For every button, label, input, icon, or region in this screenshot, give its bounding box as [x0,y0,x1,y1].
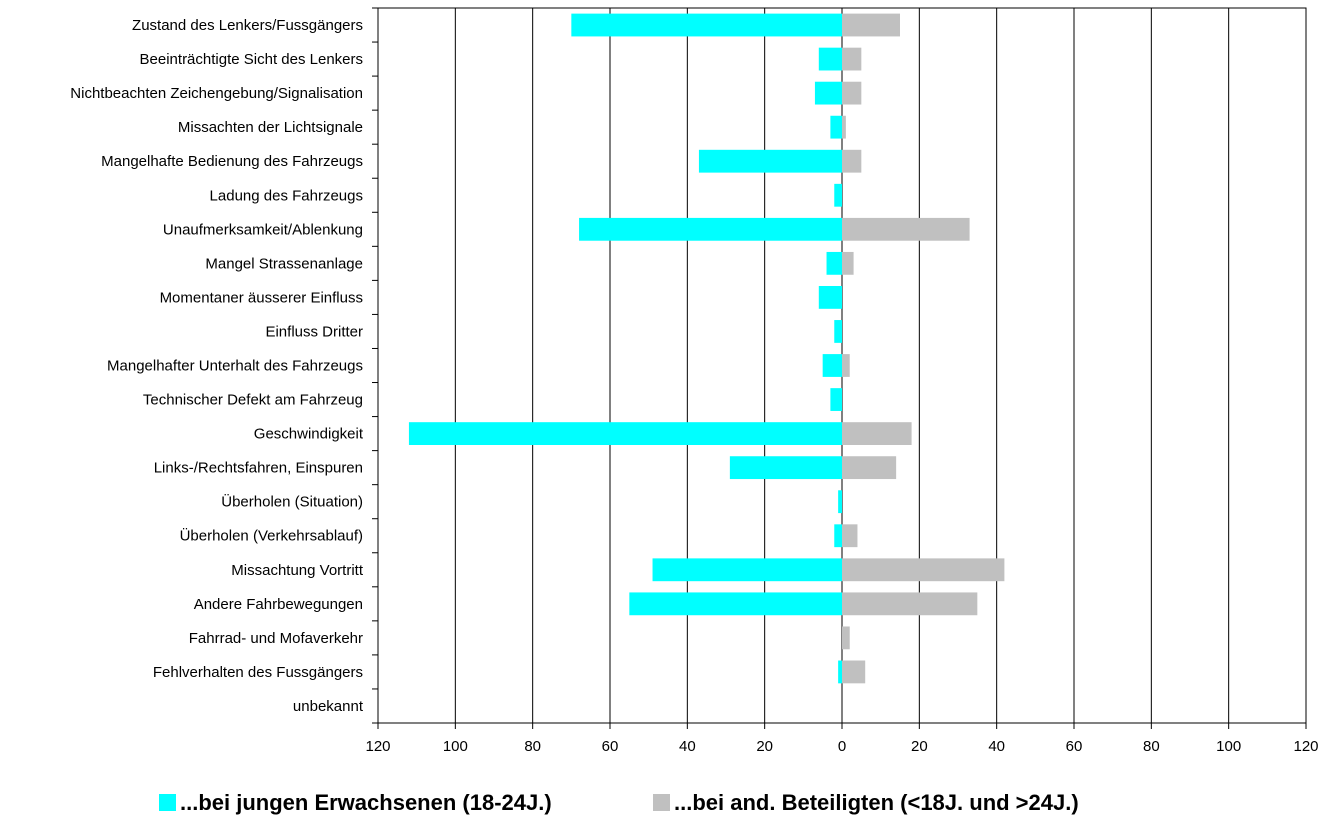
category-label: Beeinträchtigte Sicht des Lenkers [140,51,363,68]
category-label: Fahrrad- und Mofaverkehr [189,630,363,647]
bar-young-adults [822,354,842,377]
x-tick-label: 0 [838,738,846,755]
bar-young-adults [826,251,842,275]
x-tick-label: 80 [1143,738,1160,755]
category-label: Zustand des Lenkers/Fussgängers [132,17,363,34]
bar-young-adults [834,524,842,548]
category-label: Technischer Defekt am Fahrzeug [143,392,363,409]
category-label: Fehlverhalten des Fussgängers [153,664,363,681]
x-tick-label: 60 [1066,738,1083,755]
category-label: Ladung des Fahrzeugs [210,187,363,204]
category-label: Einfluss Dritter [265,323,363,340]
bars [408,13,1005,684]
category-label: Missachten der Lichtsignale [178,119,363,136]
x-tick-label: 40 [988,738,1005,755]
x-tick-label: 20 [911,738,928,755]
bar-other-participants [842,558,1005,582]
legend-swatch-other-participants [653,794,670,811]
bar-other-participants [842,47,862,71]
category-label: Links-/Rechtsfahren, Einspuren [154,460,363,477]
bar-young-adults [834,320,842,343]
legend-label-other-participants: ...bei and. Beteiligten (<18J. und >24J.… [674,790,1079,815]
category-label: Mangelhafte Bedienung des Fahrzeugs [101,153,363,170]
bar-young-adults [652,558,842,582]
bar-young-adults [729,456,842,480]
x-tick-label: 40 [679,738,696,755]
category-label: Missachtung Vortritt [231,562,364,579]
x-tick-label: 80 [524,738,541,755]
x-tick-label: 100 [443,738,468,755]
legend-swatch-young-adults [159,794,176,811]
category-label: Überholen (Verkehrsablauf) [180,527,363,545]
bar-young-adults [838,660,842,684]
category-label: Nichtbeachten Zeichengebung/Signalisatio… [70,85,363,102]
category-label: Überholen (Situation) [221,493,363,511]
legend: ...bei jungen Erwachsenen (18-24J.) ...b… [159,790,1079,815]
category-label: Mangelhafter Unterhalt des Fahrzeugs [107,358,363,375]
bar-other-participants [842,592,978,616]
x-tick-label: 60 [602,738,619,755]
bar-other-participants [842,149,862,173]
bar-young-adults [818,285,842,309]
bar-other-participants [842,13,900,37]
bar-other-participants [842,251,854,275]
category-label: Mangel Strassenanlage [205,255,363,272]
bar-other-participants [842,626,850,650]
bar-young-adults [629,592,842,616]
bar-other-participants [842,354,850,377]
bar-young-adults [834,183,842,207]
axes [372,7,1307,729]
category-label: Andere Fahrbewegungen [194,596,363,613]
bar-young-adults [814,81,842,105]
bar-young-adults [830,388,842,411]
category-label: Unaufmerksamkeit/Ablenkung [163,221,363,238]
bar-other-participants [842,524,858,548]
bar-young-adults [830,115,842,139]
x-tick-label: 100 [1216,738,1241,755]
category-label: Momentaner äusserer Einfluss [160,289,363,306]
category-label: unbekannt [293,698,364,715]
tick-labels: 120 100 80 60 40 20 0 20 40 60 80 100 120 [365,738,1318,755]
bar-young-adults [579,217,842,241]
bar-other-participants [842,422,912,446]
bar-other-participants [842,456,897,480]
bar-young-adults [838,490,842,514]
bar-young-adults [698,149,842,173]
bar-young-adults [408,422,842,446]
x-tick-label: 120 [1293,738,1318,755]
legend-label-young-adults: ...bei jungen Erwachsenen (18-24J.) [180,790,552,815]
bar-other-participants [842,115,846,139]
category-labels: Zustand des Lenkers/Fussgängers Beeinträc… [70,17,364,715]
x-tick-label: 20 [756,738,773,755]
bar-young-adults [571,13,842,37]
x-tick-label: 120 [365,738,390,755]
category-label: Geschwindigkeit [254,426,364,443]
bar-other-participants [842,660,866,684]
bar-other-participants [842,81,862,105]
bar-other-participants [842,217,970,241]
bar-young-adults [818,47,842,71]
